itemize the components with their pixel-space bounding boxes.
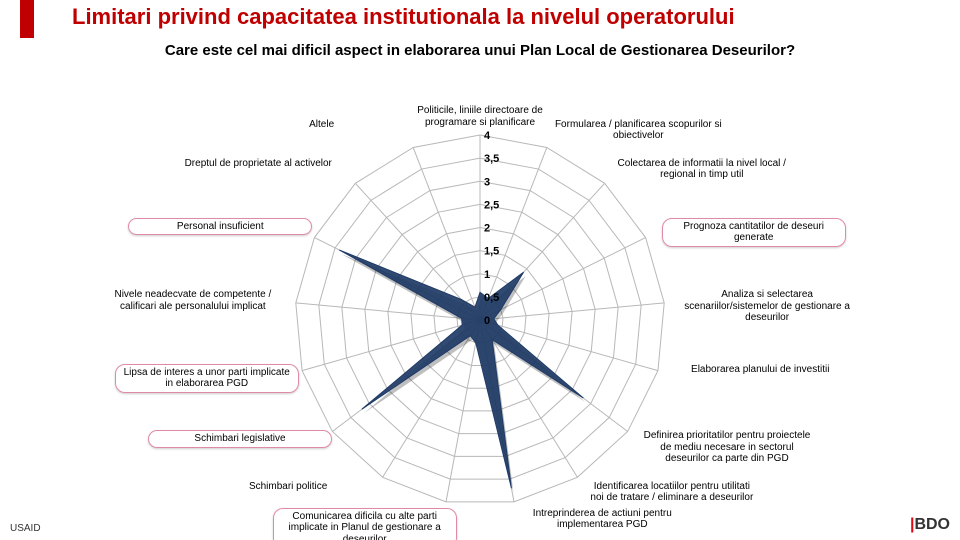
slide: Limitari privind capacitatea institution… — [0, 0, 960, 540]
radar-chart: 00,511,522,533,54 Politicile, liniile di… — [0, 60, 960, 530]
svg-text:1,5: 1,5 — [484, 246, 499, 258]
chart-subtitle: Care este cel mai dificil aspect in elab… — [0, 42, 960, 59]
svg-text:0: 0 — [484, 315, 490, 327]
svg-text:1: 1 — [484, 269, 490, 281]
svg-text:2,5: 2,5 — [484, 199, 499, 211]
svg-text:4: 4 — [484, 130, 491, 142]
svg-text:0,5: 0,5 — [484, 292, 499, 304]
bdo-logo: |BDO — [910, 516, 950, 534]
page-title: Limitari privind capacitatea institution… — [72, 4, 735, 30]
accent-bar — [20, 0, 34, 38]
bdo-logo-text: BDO — [914, 516, 950, 533]
svg-text:3: 3 — [484, 176, 490, 188]
svg-text:2: 2 — [484, 223, 490, 235]
svg-text:3,5: 3,5 — [484, 153, 499, 165]
usaid-logo: USAID — [10, 523, 41, 534]
